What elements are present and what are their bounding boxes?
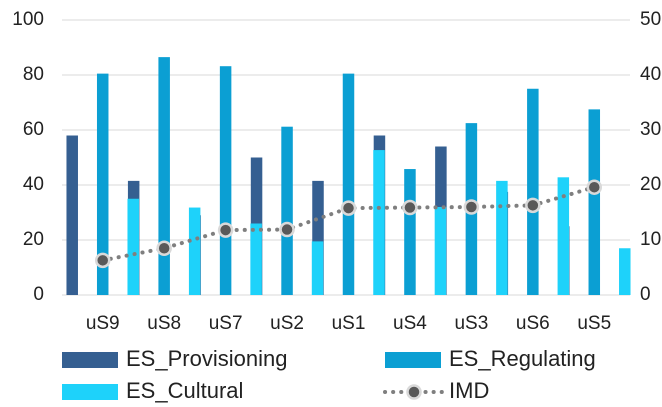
legend-label: ES_Regulating (449, 346, 596, 371)
bar (312, 180, 324, 295)
bar (281, 126, 293, 295)
marker (156, 240, 172, 256)
marker (402, 199, 418, 216)
bar (404, 169, 416, 295)
marker (279, 221, 295, 238)
x-tick-label: uS5 (577, 313, 611, 334)
marker (463, 199, 480, 215)
y2-tick-label: 50 (640, 9, 661, 30)
x-tick-label: uS4 (393, 313, 427, 334)
y-tick-label: 0 (33, 284, 44, 305)
bar (127, 198, 139, 295)
y2-tick-label: 20 (640, 174, 661, 195)
marker (340, 200, 357, 216)
x-tick-label: uS9 (86, 313, 120, 334)
bar (311, 241, 324, 295)
bar (188, 207, 201, 295)
marker (586, 179, 603, 195)
legend-swatch (62, 352, 118, 368)
y-tick-label: 80 (23, 64, 44, 85)
marker (525, 197, 541, 214)
marker (94, 252, 111, 269)
x-tick-label: uS6 (516, 313, 550, 334)
y2-tick-label: 40 (640, 64, 661, 85)
legend-marker (406, 384, 422, 400)
bar (434, 207, 447, 295)
marker (217, 222, 234, 238)
x-tick-label: uS3 (454, 313, 488, 334)
bar (619, 248, 631, 295)
y-tick-label: 20 (23, 229, 44, 250)
y-tick-label: 60 (23, 119, 44, 140)
bar (496, 180, 508, 295)
x-tick-label: uS2 (270, 313, 304, 334)
x-tick-label: uS8 (147, 313, 181, 334)
y2-tick-label: 0 (640, 284, 651, 305)
bar (342, 73, 355, 295)
y2-tick-label: 10 (640, 229, 661, 250)
bar (527, 88, 539, 295)
x-tick-label: uS7 (209, 313, 243, 334)
legend-swatch (62, 384, 118, 400)
legend-swatch (385, 352, 441, 368)
bar (250, 223, 262, 295)
bar (373, 150, 385, 295)
y-tick-label: 40 (23, 174, 44, 195)
x-tick-label: uS1 (332, 313, 366, 334)
bar (219, 66, 232, 295)
y2-tick-label: 30 (640, 119, 661, 140)
bar (158, 57, 170, 295)
legend-label: ES_Cultural (126, 378, 243, 403)
legend-label: IMD (449, 378, 489, 403)
bar (588, 109, 601, 295)
y-tick-label: 100 (12, 9, 44, 30)
bar (96, 73, 109, 295)
bar (557, 177, 570, 295)
bar (66, 135, 78, 295)
legend-label: ES_Provisioning (126, 346, 287, 371)
